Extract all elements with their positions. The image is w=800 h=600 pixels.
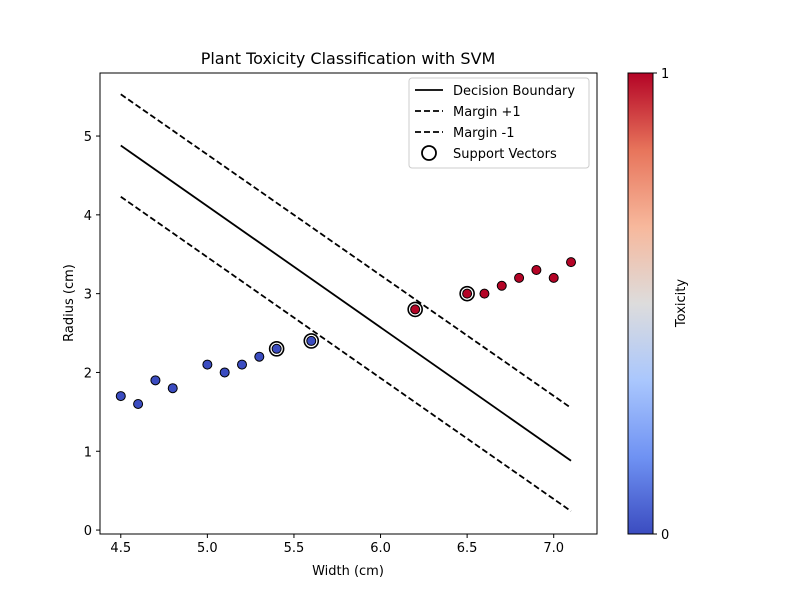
y-tick-label: 4	[84, 209, 92, 224]
non-toxic-point	[254, 351, 265, 362]
colorbar: 1 0 Toxicity	[627, 67, 689, 543]
toxic-point	[410, 304, 421, 315]
toxic-point	[548, 272, 559, 283]
colorbar-tick-label-0: 0	[661, 528, 669, 543]
plot-area: 4.5 5.0 5.5 6.0 6.5 7.0 0 1 2 3 4 5	[84, 72, 598, 556]
support-vector-ring	[459, 285, 475, 302]
non-toxic-point	[150, 375, 161, 386]
y-tick-label: 1	[84, 445, 92, 460]
y-tick-label: 5	[84, 130, 92, 145]
x-axis-label: Width (cm)	[312, 564, 384, 579]
toxic-point	[531, 265, 542, 276]
axes-frame	[99, 72, 598, 535]
legend: Decision Boundary Margin +1 Margin -1 Su…	[408, 77, 590, 169]
x-tick-label: 4.5	[110, 541, 131, 556]
toxic-point	[566, 257, 577, 268]
toxic-point	[462, 288, 473, 299]
colorbar-bar	[627, 72, 654, 535]
x-tick-label: 5.0	[197, 541, 218, 556]
x-tick-label: 6.5	[457, 541, 478, 556]
chart-title: Plant Toxicity Classification with SVM	[201, 49, 496, 68]
legend-frame	[408, 77, 590, 169]
support-vector-ring	[407, 301, 423, 318]
non-toxic-point	[237, 359, 247, 370]
non-toxic-point	[167, 383, 178, 394]
legend-support-vectors-label: Support Vectors	[453, 147, 557, 162]
x-tick-label: 7.0	[543, 541, 564, 556]
x-tick-label: 6.0	[370, 541, 391, 556]
legend-support-vectors-swatch	[421, 145, 437, 161]
support-vector-ring	[268, 341, 285, 357]
toxic-point	[496, 280, 507, 291]
non-toxic-point	[306, 335, 317, 346]
toxic-point	[479, 288, 490, 299]
y-axis-label: Radius (cm)	[62, 264, 77, 342]
x-tick-label: 5.5	[284, 541, 305, 556]
legend-decision-boundary-label: Decision Boundary	[453, 84, 575, 99]
colorbar-label: Toxicity	[674, 279, 689, 328]
y-tick-label: 3	[84, 288, 92, 303]
support-vector-ring	[303, 333, 320, 349]
non-toxic-point	[202, 359, 213, 370]
non-toxic-point	[133, 398, 144, 409]
colorbar-tick-label-1: 1	[661, 67, 669, 82]
legend-margin-minus-label: Margin -1	[453, 126, 515, 141]
decision-boundary-line	[120, 144, 572, 462]
y-tick-label: 0	[84, 524, 92, 539]
margin-plus-line	[120, 93, 572, 409]
y-tick-label: 2	[84, 366, 92, 381]
non-toxic-point	[115, 391, 126, 402]
toxic-point	[514, 272, 525, 283]
legend-margin-plus-label: Margin +1	[453, 105, 521, 120]
non-toxic-point	[219, 367, 230, 378]
margin-minus-line	[120, 195, 572, 512]
non-toxic-point	[271, 343, 282, 354]
